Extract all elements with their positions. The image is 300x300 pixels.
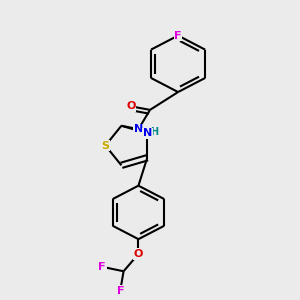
Text: F: F <box>98 262 106 272</box>
Text: S: S <box>101 140 110 151</box>
Text: H: H <box>150 127 158 136</box>
Text: F: F <box>174 31 182 40</box>
Text: F: F <box>116 286 124 296</box>
Text: N: N <box>134 124 143 134</box>
Text: N: N <box>142 128 152 138</box>
Text: O: O <box>126 101 136 111</box>
Text: O: O <box>134 249 143 259</box>
